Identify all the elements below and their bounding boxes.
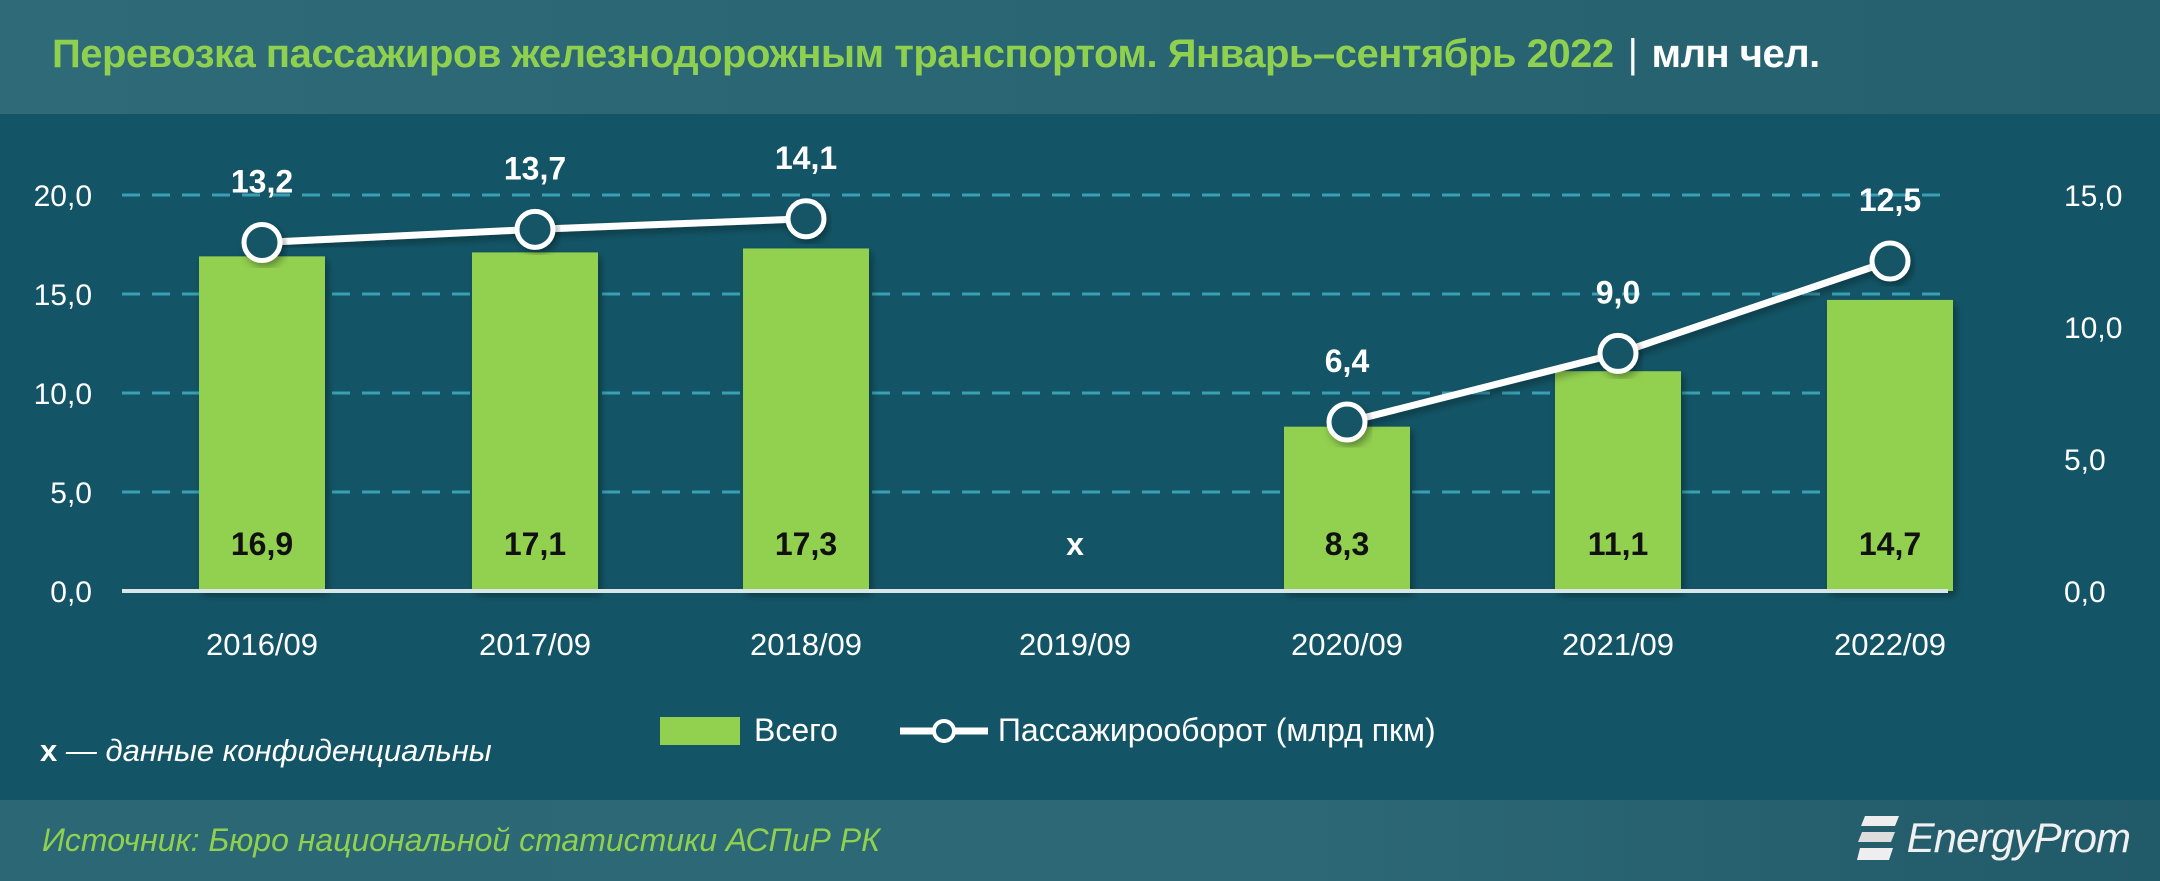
x-tick-label: 2022/09 [1834,627,1946,662]
line-value-label: 12,5 [1859,182,1921,218]
right-tick-label: 15,0 [2064,180,2122,213]
left-tick-label: 10,0 [34,378,92,411]
right-tick-label: 10,0 [2064,312,2122,345]
left-tick-label: 20,0 [34,180,92,213]
note-marker: x [40,733,58,768]
combo-chart: 0,0 5,0 10,0 15,0 20,0 0,0 5,0 10,0 15,0 16,9 17… [34,140,2123,662]
legend-line-label: Пассажирооборот (млрд пкм) [997,712,1436,748]
bar-value-label: x [1066,526,1084,562]
energyprom-logo-icon [1856,816,1899,860]
confidential-note: x — данные конфиденциальны [40,733,492,769]
line-value-label: 9,0 [1596,274,1640,310]
bar-value-label: 17,3 [775,526,837,562]
bar [199,256,325,591]
line-value-label: 13,2 [231,164,293,200]
x-tick-label: 2020/09 [1291,627,1403,662]
x-axis-labels: 2016/09 2017/09 2018/09 2019/09 2020/09 2021/… [206,627,1946,662]
line-marker [1597,332,1639,374]
x-tick-label: 2018/09 [750,627,862,662]
bar-value-label: 17,1 [504,526,566,562]
title-separator: | [1627,32,1638,76]
right-axis: 0,0 5,0 10,0 15,0 [2064,180,2122,609]
line-value-label: 6,4 [1325,343,1370,379]
bar [1827,299,1953,591]
left-tick-label: 0,0 [50,576,92,609]
line-marker [1869,240,1911,282]
bar [1284,426,1410,591]
line-value-label: 13,7 [504,150,566,186]
line-marker [241,222,283,264]
line-value-label: 14,1 [775,140,837,176]
bar-value-label: 11,1 [1588,526,1649,562]
footer-band: Источник: Бюро национальной статистики А… [0,800,2160,881]
x-tick-label: 2021/09 [1562,627,1674,662]
bar [472,252,598,592]
left-tick-label: 5,0 [50,477,92,510]
line-marker [514,208,556,250]
line-marker [785,198,827,240]
line-marker [1326,401,1368,443]
bar [1555,371,1681,591]
bar-value-label: 16,9 [231,526,293,562]
legend-bar-swatch [660,716,740,745]
bar-series: 16,9 17,1 17,3 x 8,3 11,1 14,7 [199,248,1953,592]
source-text: Источник: Бюро национальной статистики А… [42,822,880,858]
x-tick-label: 2019/09 [1019,627,1131,662]
title-text: Перевозка пассажиров железнодорожным тра… [52,32,1614,76]
header-band: Перевозка пассажиров железнодорожным тра… [0,0,2160,114]
x-tick-label: 2016/09 [206,627,318,662]
x-tick-label: 2017/09 [479,627,591,662]
legend-line-marker-icon [899,718,988,743]
legend-bar-label: Всего [754,712,838,748]
legend: Всего Пассажирооборот (млрд пкм) [660,712,1436,749]
left-tick-label: 15,0 [34,279,92,312]
gridlines [122,193,1948,494]
bar-value-label: 8,3 [1325,526,1369,562]
bar [743,248,869,591]
right-tick-label: 5,0 [2064,444,2106,477]
line-series: 13,2 13,7 14,1 6,4 9,0 12,5 [231,140,1921,443]
bar-value-label: 14,7 [1859,526,1921,562]
chart-title: Перевозка пассажиров железнодорожным тра… [52,32,1820,77]
note-text: — данные конфиденциальны [57,733,492,768]
right-tick-label: 0,0 [2064,576,2106,609]
energyprom-logo: EnergyProm [1856,814,2131,862]
left-axis: 0,0 5,0 10,0 15,0 20,0 [34,180,92,609]
logo-text: EnergyProm [1906,814,2131,861]
unit-label: млн чел. [1651,32,1821,76]
